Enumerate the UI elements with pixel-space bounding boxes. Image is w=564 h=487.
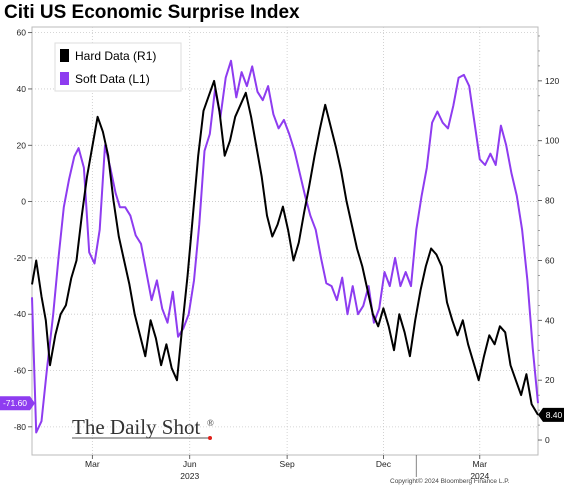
x-tick-label: Sep bbox=[280, 459, 295, 469]
left-tick-label: 20 bbox=[17, 140, 27, 150]
copyright: Copyright© 2024 Bloomberg Finance L.P. bbox=[390, 477, 510, 485]
chart-title: Citi US Economic Surprise Index bbox=[4, 2, 300, 23]
legend-label-hard: Hard Data (R1) bbox=[75, 49, 156, 63]
watermark-text: The Daily Shot bbox=[72, 415, 200, 439]
left-tick-label: -40 bbox=[14, 309, 27, 319]
legend: Hard Data (R1) Soft Data (L1) bbox=[54, 42, 182, 92]
x-year-label: 2024 bbox=[470, 471, 489, 481]
left-tick-label: -80 bbox=[14, 422, 27, 432]
last-value-tags: -71.60 8.40 bbox=[0, 396, 564, 422]
last-value-label-hard: 8.40 bbox=[546, 410, 563, 420]
x-axis: Mar Jun Sep Dec Mar 2023 2024 bbox=[85, 455, 489, 481]
left-tick-label: -60 bbox=[14, 366, 27, 376]
right-tick-label: 0 bbox=[545, 435, 550, 445]
plot-area bbox=[31, 26, 539, 456]
legend-swatch-hard bbox=[60, 49, 69, 62]
series-line-soft-data bbox=[31, 59, 539, 434]
left-tick-label: 0 bbox=[21, 197, 26, 207]
x-tick-label: Dec bbox=[376, 459, 392, 469]
legend-box bbox=[54, 42, 182, 92]
watermark-dot bbox=[208, 436, 212, 440]
left-axis: 60 40 20 0 -20 -40 -60 -80 bbox=[14, 28, 32, 432]
right-tick-label: 20 bbox=[545, 375, 555, 385]
series-line-hard-data bbox=[31, 79, 539, 416]
right-tick-label: 80 bbox=[545, 196, 555, 206]
watermark: The Daily Shot ® bbox=[72, 415, 214, 440]
x-year-label: 2023 bbox=[180, 471, 199, 481]
legend-label-soft: Soft Data (L1) bbox=[75, 72, 150, 86]
last-value-label-soft: -71.60 bbox=[3, 398, 27, 408]
left-tick-label: 60 bbox=[17, 28, 27, 38]
right-tick-label: 60 bbox=[545, 255, 555, 265]
watermark-mark: ® bbox=[207, 418, 214, 428]
right-tick-label: 120 bbox=[545, 76, 559, 86]
right-tick-label: 40 bbox=[545, 315, 555, 325]
last-value-tag-hard bbox=[538, 407, 564, 422]
legend-swatch-soft bbox=[60, 72, 69, 85]
left-tick-label: -20 bbox=[14, 253, 27, 263]
x-tick-label: Mar bbox=[472, 459, 487, 469]
last-value-tag-soft bbox=[0, 396, 35, 411]
left-tick-label: 40 bbox=[17, 84, 27, 94]
right-tick-label: 100 bbox=[545, 136, 559, 146]
x-tick-label: Jun bbox=[183, 459, 197, 469]
x-tick-label: Mar bbox=[85, 459, 100, 469]
right-axis: 120 100 80 60 40 20 0 bbox=[538, 35, 559, 445]
grid-lines bbox=[32, 27, 538, 455]
series-lines bbox=[31, 59, 539, 434]
